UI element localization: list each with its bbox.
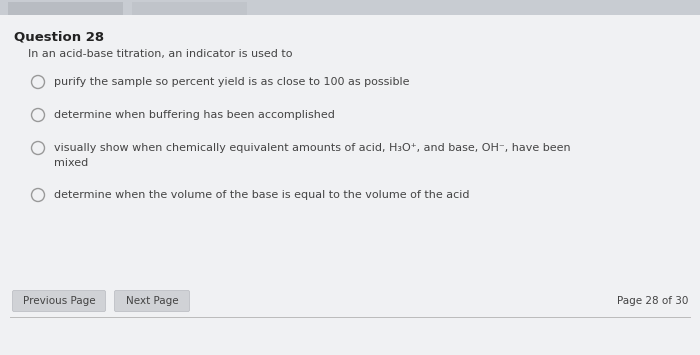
Text: Question 28: Question 28 <box>14 30 104 43</box>
Text: visually show when chemically equivalent amounts of acid, H₃O⁺, and base, OH⁻, h: visually show when chemically equivalent… <box>54 143 570 168</box>
FancyBboxPatch shape <box>13 290 106 311</box>
Text: determine when the volume of the base is equal to the volume of the acid: determine when the volume of the base is… <box>54 190 470 200</box>
Text: In an acid-base titration, an indicator is used to: In an acid-base titration, an indicator … <box>28 49 293 59</box>
Text: determine when buffering has been accomplished: determine when buffering has been accomp… <box>54 110 335 120</box>
FancyBboxPatch shape <box>8 2 123 15</box>
Text: Next Page: Next Page <box>126 296 178 306</box>
Text: Page 28 of 30: Page 28 of 30 <box>617 296 688 306</box>
FancyBboxPatch shape <box>132 2 247 15</box>
FancyBboxPatch shape <box>115 290 190 311</box>
Text: Previous Page: Previous Page <box>22 296 95 306</box>
Text: purify the sample so percent yield is as close to 100 as possible: purify the sample so percent yield is as… <box>54 77 410 87</box>
FancyBboxPatch shape <box>0 0 700 15</box>
